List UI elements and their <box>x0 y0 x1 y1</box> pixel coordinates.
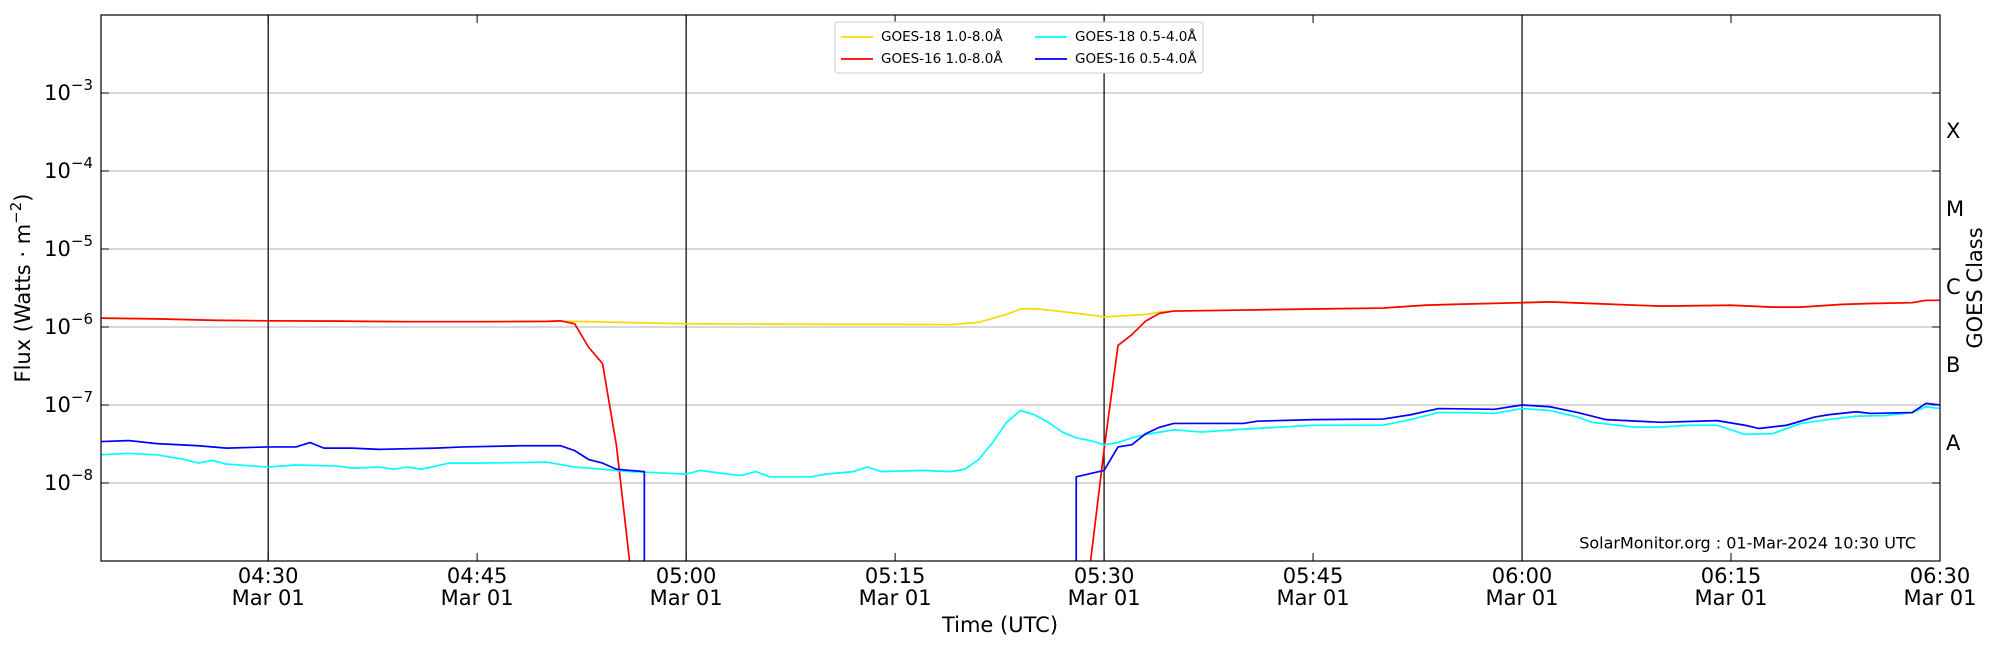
x-tick-label: 06:00 <box>1492 564 1553 588</box>
legend-box <box>834 21 1204 74</box>
y2-tick-label: X <box>1946 119 1960 143</box>
annotation: SolarMonitor.org : 01-Mar-2024 10:30 UTC <box>1579 534 1916 553</box>
plot-lines <box>101 299 1940 561</box>
x-tick-date: Mar 01 <box>1695 586 1768 610</box>
y-tick-exponent: −7 <box>71 388 93 406</box>
x-tick-date: Mar 01 <box>1277 586 1350 610</box>
legend-label: GOES-18 1.0-8.0Å <box>881 28 1003 45</box>
x-tick-label: 06:30 <box>1910 564 1971 588</box>
x-tick-label: 05:30 <box>1074 564 1135 588</box>
y2-tick-label: M <box>1946 197 1964 221</box>
plot-frame <box>100 14 1941 562</box>
y-tick-exponent: −5 <box>71 232 93 250</box>
y-tick-base: 10 <box>44 81 71 105</box>
y-axis-label-text: Flux (Watts · m <box>11 224 35 383</box>
x-tick-label: 05:00 <box>656 564 717 588</box>
y-tick-label: 10−3 <box>44 76 93 105</box>
y-tick-label: 10−4 <box>44 154 93 183</box>
legend-label: GOES-18 0.5-4.0Å <box>1075 28 1197 45</box>
y-tick-label: 10−7 <box>44 388 93 417</box>
y-tick-base: 10 <box>44 159 71 183</box>
series-line <box>101 405 1940 478</box>
x-tick-date: Mar 01 <box>1903 586 1976 610</box>
y-tick-label: 10−8 <box>44 466 93 495</box>
x-tick-date: Mar 01 <box>232 586 305 610</box>
y2-tick-label: A <box>1946 431 1961 455</box>
x-tick-date: Mar 01 <box>1068 586 1141 610</box>
y-tick-base: 10 <box>44 315 71 339</box>
y-tick-exponent: −3 <box>71 76 93 94</box>
y-tick-label: 10−5 <box>44 232 93 261</box>
y-tick-base: 10 <box>44 393 71 417</box>
series-line <box>101 402 1940 561</box>
y-tick-base: 10 <box>44 237 71 261</box>
y-axis-label-end: ) <box>11 193 35 201</box>
y2-tick-label: B <box>1946 353 1960 377</box>
x-tick-date: Mar 01 <box>1486 586 1559 610</box>
x-tick-label: 04:45 <box>447 564 508 588</box>
y-tick-base: 10 <box>44 471 71 495</box>
y-tick-label: 10−6 <box>44 310 93 339</box>
x-tick-date: Mar 01 <box>441 586 514 610</box>
y-tick-exponent: −4 <box>71 154 93 172</box>
x-tick-label: 06:15 <box>1701 564 1762 588</box>
x-axis-label: Time (UTC) <box>941 613 1058 637</box>
y-tick-exponent: −8 <box>71 466 93 484</box>
x-tick-label: 05:45 <box>1283 564 1344 588</box>
y-axis-label-exponent: −2 <box>7 202 25 224</box>
series-line <box>101 299 1940 561</box>
y2-tick-label: C <box>1946 275 1961 299</box>
legend-label: GOES-16 0.5-4.0Å <box>1075 50 1197 67</box>
y-tick-exponent: −6 <box>71 310 93 328</box>
x-tick-date: Mar 01 <box>859 586 932 610</box>
x-tick-date: Mar 01 <box>650 586 723 610</box>
legend-label: GOES-16 1.0-8.0Å <box>881 50 1003 67</box>
y-axis-label: Flux (Watts · m−2) <box>7 193 36 382</box>
x-tick-label: 04:30 <box>238 564 299 588</box>
y2-axis-label: GOES Class <box>1963 227 1987 348</box>
x-tick-label: 05:15 <box>865 564 926 588</box>
